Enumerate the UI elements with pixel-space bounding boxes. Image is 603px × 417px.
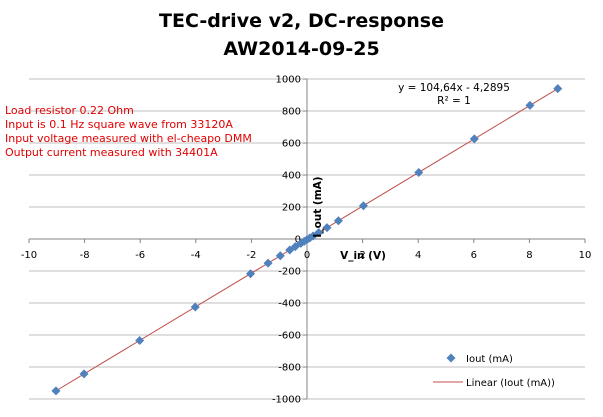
r-squared-text: R² = 1 bbox=[437, 95, 471, 107]
y-tick-label: 200 bbox=[282, 203, 301, 214]
data-point bbox=[263, 258, 273, 268]
y-tick-label: 1000 bbox=[276, 75, 301, 86]
note-line: Input is 0.1 Hz square wave from 33120A bbox=[5, 118, 233, 131]
x-tick-label: 4 bbox=[415, 250, 421, 261]
note-line: Load resistor 0.22 Ohm bbox=[5, 104, 134, 117]
chart-title-line2: AW2014-09-25 bbox=[223, 38, 380, 60]
data-point bbox=[333, 216, 343, 226]
tick-labels: -10 -8 -6 -4 -2 0 2 4 6 8 10-1000-800-600-400-2000… bbox=[21, 75, 592, 406]
y-tick-label: 800 bbox=[282, 107, 301, 118]
data-point bbox=[553, 84, 563, 94]
data-point bbox=[275, 251, 285, 261]
equation-text: y = 104,64x - 4,2895 bbox=[398, 82, 510, 94]
x-axis-title: V_in (V) bbox=[340, 250, 386, 262]
trendline-equation: y = 104,64x - 4,2895 R² = 1 bbox=[398, 82, 510, 108]
chart-title-line1: TEC-drive v2, DC-response bbox=[159, 10, 444, 32]
y-tick-label: -600 bbox=[278, 331, 301, 342]
x-tick-label: -10 bbox=[21, 250, 37, 261]
data-point bbox=[246, 269, 256, 279]
x-tick-label: -6 bbox=[135, 250, 145, 261]
y-tick-label: 0 bbox=[295, 235, 301, 246]
x-tick-label: -8 bbox=[80, 250, 90, 261]
x-tick-label: 0 bbox=[304, 250, 310, 261]
data-point bbox=[190, 302, 200, 312]
x-tick-label: 10 bbox=[579, 250, 592, 261]
y-tick-label: 600 bbox=[282, 139, 301, 150]
x-tick-label: -4 bbox=[191, 250, 201, 261]
data-point bbox=[469, 134, 479, 144]
data-point bbox=[135, 335, 145, 345]
y-tick-label: -1000 bbox=[272, 395, 301, 406]
y-tick-label: 400 bbox=[282, 171, 301, 182]
data-point bbox=[322, 223, 332, 233]
data-point bbox=[525, 100, 535, 110]
y-tick-label: -800 bbox=[278, 363, 301, 374]
legend: Iout (mA) Linear (Iout (mA)) bbox=[433, 353, 555, 389]
data-point bbox=[51, 386, 61, 396]
x-tick-label: -2 bbox=[246, 250, 256, 261]
legend-label-linear: Linear (Iout (mA)) bbox=[466, 378, 555, 389]
x-tick-label: 6 bbox=[471, 250, 477, 261]
x-tick-label: 2 bbox=[359, 250, 365, 261]
data-point bbox=[314, 228, 324, 238]
data-point bbox=[79, 369, 89, 379]
x-tick-label: 8 bbox=[526, 250, 532, 261]
legend-label-iout: Iout (mA) bbox=[466, 354, 513, 365]
annotation-notes: Load resistor 0.22 Ohm Input is 0.1 Hz s… bbox=[5, 104, 252, 160]
y-tick-label: -400 bbox=[278, 299, 301, 310]
note-line: Output current measured with 34401A bbox=[5, 146, 218, 159]
data-point bbox=[358, 201, 368, 211]
data-series-iout bbox=[51, 84, 563, 396]
y-tick-label: -200 bbox=[278, 267, 301, 278]
data-point bbox=[414, 167, 424, 177]
legend-marker-iout bbox=[446, 353, 456, 363]
note-line: Input voltage measured with el-cheapo DM… bbox=[5, 132, 252, 145]
y-axis-title: I_out (mA) bbox=[312, 176, 324, 237]
